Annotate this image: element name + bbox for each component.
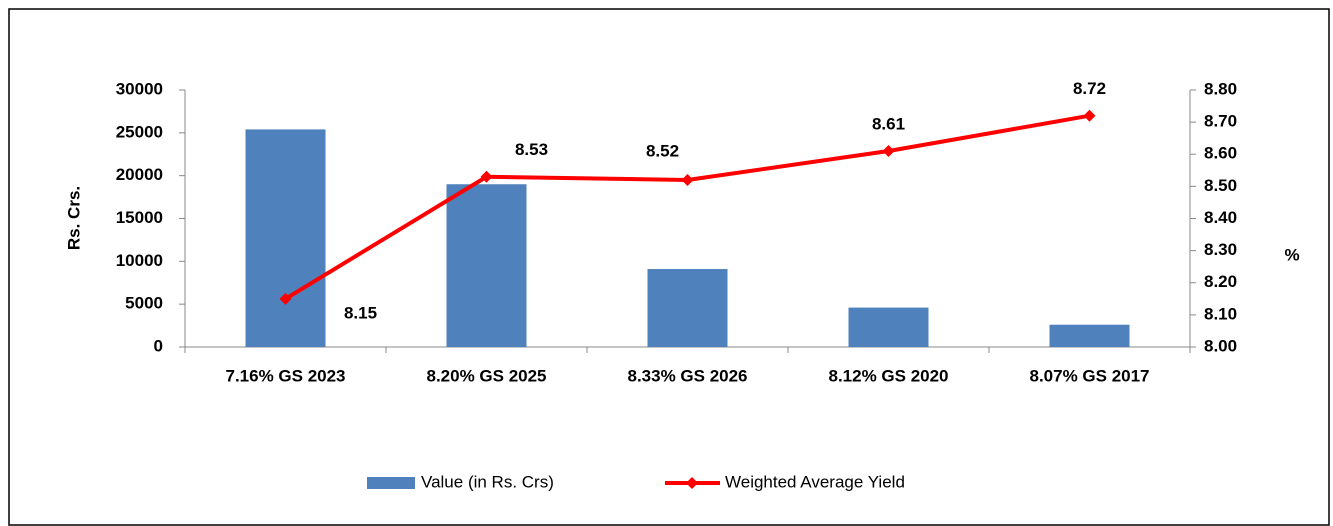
bar [647, 269, 728, 347]
bar [245, 129, 326, 347]
bar [446, 184, 527, 347]
legend-swatch [686, 477, 698, 489]
y-tick-label: 5000 [125, 294, 163, 313]
legend-label: Weighted Average Yield [725, 472, 905, 491]
line-marker [882, 145, 895, 158]
x-tick-label: 7.16% GS 2023 [225, 366, 345, 385]
bar [848, 307, 929, 347]
legend-label: Value (in Rs. Crs) [421, 472, 554, 491]
line-marker [1083, 109, 1096, 122]
y-tick-label: 25000 [116, 122, 163, 141]
data-label: 8.52 [646, 141, 679, 160]
y2-tick-label: 8.80 [1204, 79, 1237, 98]
y2-tick-label: 8.60 [1204, 144, 1237, 163]
line-marker [279, 292, 292, 305]
legend-swatch [367, 477, 415, 489]
y2-axis-label: % [1284, 245, 1299, 264]
x-tick-label: 8.33% GS 2026 [627, 366, 747, 385]
data-label: 8.72 [1073, 79, 1106, 98]
y-tick-label: 0 [154, 336, 163, 355]
y2-tick-label: 8.10 [1204, 304, 1237, 323]
y-tick-label: 30000 [116, 79, 163, 98]
x-tick-label: 8.12% GS 2020 [828, 366, 948, 385]
y-axis-label: Rs. Crs. [64, 186, 83, 250]
data-label: 8.61 [872, 115, 905, 134]
y2-tick-label: 8.00 [1204, 336, 1237, 355]
bar [1049, 324, 1130, 347]
y-tick-label: 20000 [116, 165, 163, 184]
y-tick-label: 15000 [116, 208, 163, 227]
y-tick-label: 10000 [116, 251, 163, 270]
line-marker [480, 170, 493, 183]
chart-frame [8, 8, 1330, 526]
y2-tick-label: 8.70 [1204, 112, 1237, 131]
y2-tick-label: 8.40 [1204, 208, 1237, 227]
data-label: 8.15 [344, 303, 377, 322]
line-marker [681, 173, 694, 186]
y2-tick-label: 8.20 [1204, 272, 1237, 291]
data-label: 8.53 [515, 140, 548, 159]
x-tick-label: 8.07% GS 2017 [1029, 366, 1149, 385]
y2-tick-label: 8.30 [1204, 240, 1237, 259]
y2-tick-label: 8.50 [1204, 176, 1237, 195]
x-tick-label: 8.20% GS 2025 [426, 366, 546, 385]
